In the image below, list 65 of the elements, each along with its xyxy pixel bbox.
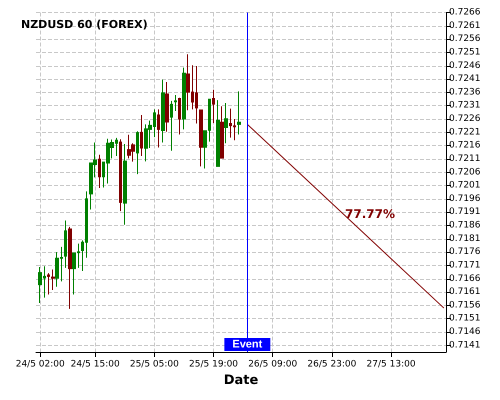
candlestick bbox=[119, 138, 122, 212]
y-tick-label: 0.7156 bbox=[449, 300, 481, 310]
candlestick bbox=[157, 108, 160, 148]
y-tick-label: 0.7161 bbox=[449, 287, 480, 298]
candlestick bbox=[127, 134, 131, 159]
candlestick bbox=[144, 124, 148, 162]
x-tick-label: 24/5 15:00 bbox=[70, 360, 120, 370]
y-tick-label: 0.7231 bbox=[449, 100, 480, 111]
candlestick bbox=[106, 138, 110, 184]
y-tick-label: 0.7181 bbox=[449, 234, 480, 244]
candlestick bbox=[98, 154, 101, 188]
candlestick bbox=[123, 144, 127, 226]
y-tick-label: 0.7191 bbox=[449, 207, 480, 218]
y-tick-label: 0.7251 bbox=[449, 47, 480, 58]
y-tick-label: 0.7166 bbox=[449, 274, 481, 284]
x-tick-label: 26/5 09:00 bbox=[248, 360, 298, 370]
x-tick-label: 26/5 23:00 bbox=[307, 360, 357, 370]
candlestick bbox=[199, 109, 203, 167]
candlestick bbox=[195, 66, 198, 124]
annotation: 77.77% bbox=[345, 207, 395, 221]
candlestick bbox=[38, 266, 42, 304]
y-tick-label: 0.7216 bbox=[449, 140, 481, 151]
y-tick-label: 0.7266 bbox=[449, 8, 481, 18]
y-tick-label: 0.7201 bbox=[449, 180, 480, 191]
x-tick-label: 25/5 05:00 bbox=[130, 360, 180, 370]
candlestick bbox=[161, 79, 165, 143]
x-tick-label: 27/5 13:00 bbox=[366, 360, 416, 370]
y-tick-label: 0.7151 bbox=[449, 314, 480, 324]
x-tick-label: 25/5 19:00 bbox=[189, 360, 238, 370]
candlestick bbox=[186, 54, 190, 111]
candlestick bbox=[224, 102, 228, 144]
text: NZDUSD 60 (FOREX) bbox=[21, 18, 148, 31]
candlestick bbox=[64, 220, 67, 268]
y-tick-label: 0.7211 bbox=[449, 154, 480, 164]
y-tick-label: 0.7141 bbox=[449, 340, 480, 350]
y-tick-label: 0.7171 bbox=[449, 260, 480, 270]
y-tick-label: 0.7196 bbox=[449, 194, 481, 204]
candlestick bbox=[237, 90, 241, 135]
candlestick bbox=[170, 100, 173, 152]
candlestick bbox=[51, 268, 55, 290]
y-tick-label: 0.7236 bbox=[449, 87, 481, 98]
y-tick-label: 0.7146 bbox=[449, 327, 481, 338]
candlestick bbox=[165, 82, 169, 132]
y-tick-label: 0.7256 bbox=[449, 34, 481, 44]
y-tick-label: 0.7186 bbox=[449, 220, 481, 231]
x-axis-title: Date bbox=[224, 373, 258, 388]
candlestick bbox=[178, 97, 181, 135]
ref-line-label: Event bbox=[232, 338, 263, 350]
y-tick-label: 0.7176 bbox=[449, 247, 481, 258]
y-tick-label: 0.7261 bbox=[449, 20, 480, 31]
candlestick bbox=[182, 67, 186, 130]
y-tick-label: 0.7206 bbox=[449, 167, 481, 178]
x-tick-label: 24/5 02:00 bbox=[16, 360, 65, 370]
candlestick bbox=[212, 89, 215, 124]
candlestick bbox=[140, 114, 143, 157]
candlestick bbox=[229, 108, 232, 138]
y-tick-label: 0.7221 bbox=[449, 127, 480, 138]
candlestick bbox=[136, 130, 139, 175]
candlestick bbox=[216, 100, 220, 167]
candlestick bbox=[220, 106, 224, 159]
y-tick-label: 0.7226 bbox=[449, 114, 481, 124]
y-tick-label: 0.7246 bbox=[449, 60, 481, 71]
candlestick bbox=[68, 226, 72, 310]
candlestick bbox=[174, 94, 177, 112]
y-tick-label: 0.7241 bbox=[449, 74, 480, 84]
